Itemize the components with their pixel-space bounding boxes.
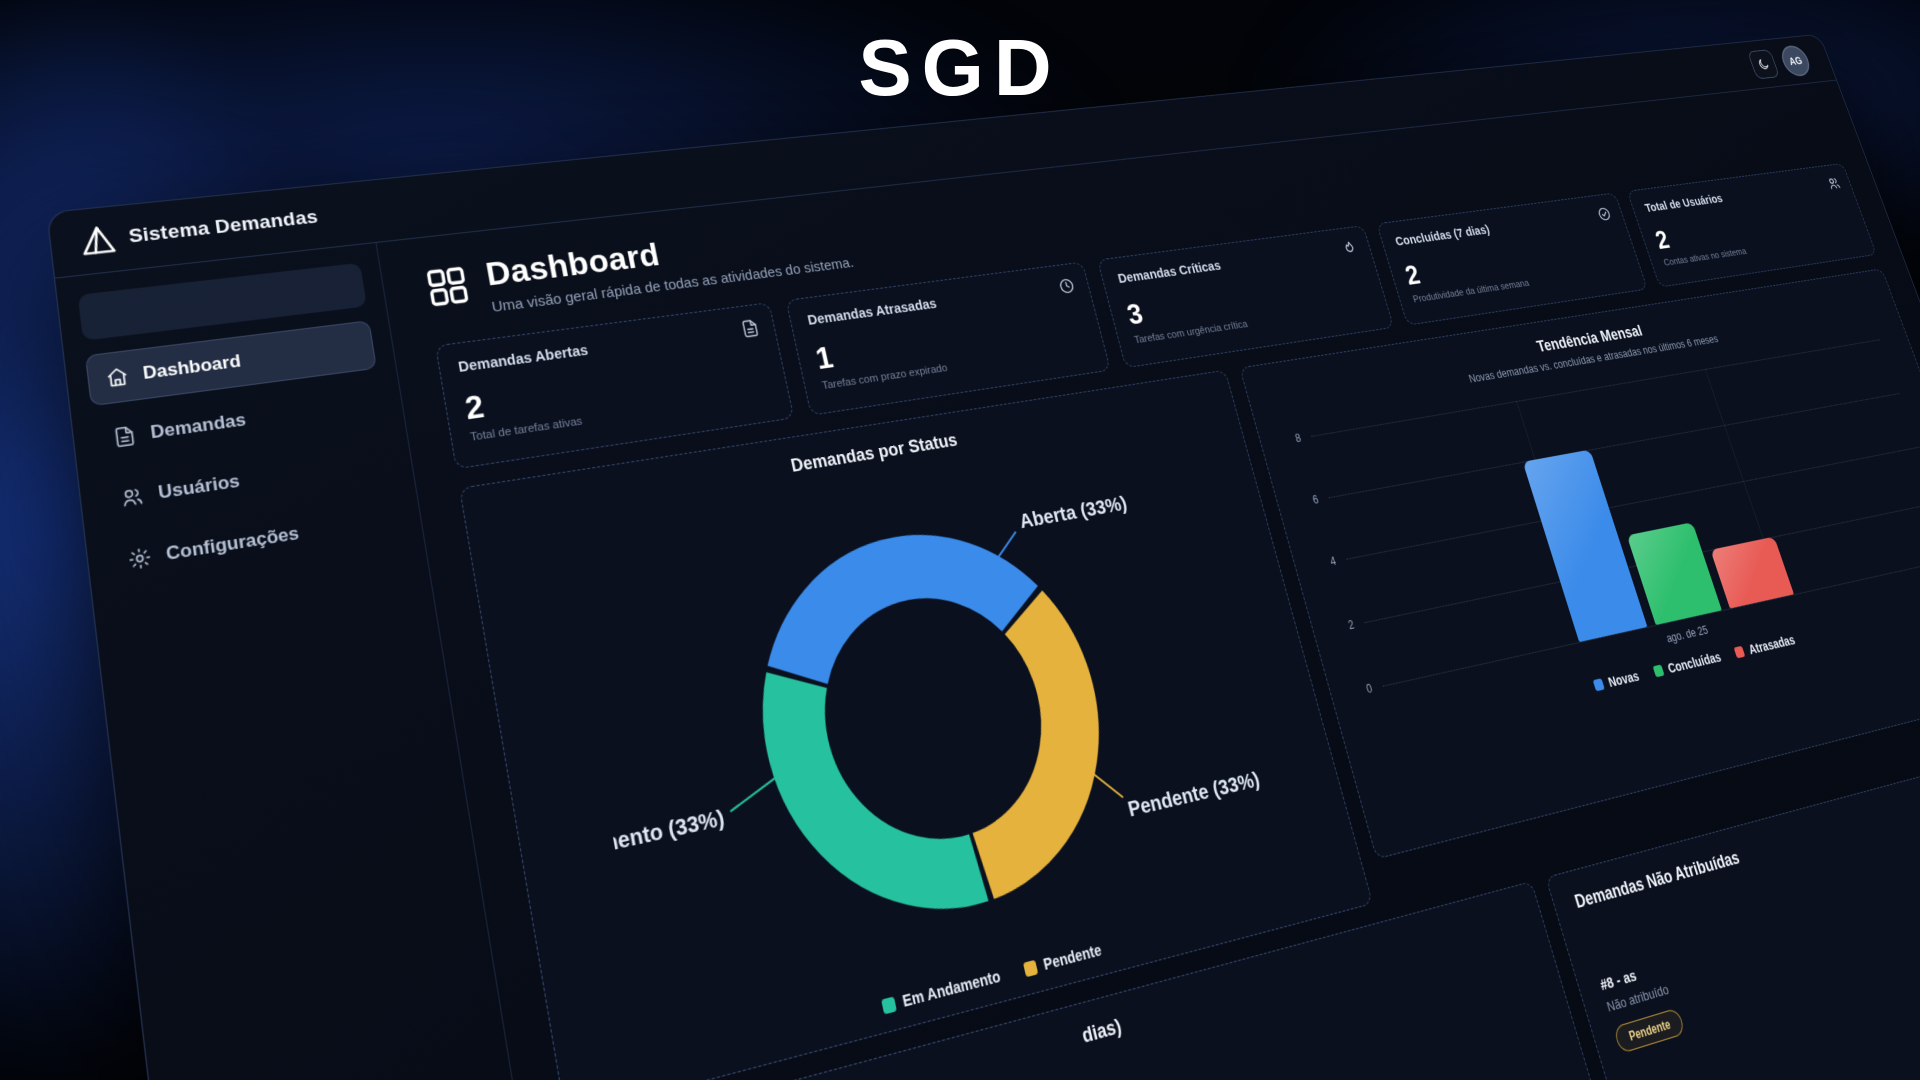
stat-card-total-usuarios: Total de Usuários 2 Contas ativas no sis…: [1626, 162, 1877, 288]
status-badge: Pendente: [1613, 1007, 1687, 1054]
sidebar-item-label: Configurações: [164, 522, 301, 565]
y-axis-tick: 6: [1311, 492, 1320, 507]
y-axis-tick: 4: [1328, 554, 1338, 569]
y-axis-tick: 8: [1293, 431, 1303, 445]
legend-label: Novas: [1606, 668, 1641, 690]
gear-icon: [127, 546, 153, 572]
legend-item-concluidas: Concluídas: [1652, 649, 1723, 679]
donut-slice-em-andamento: [785, 654, 979, 904]
monthly-trend-card: Tendência Mensal Novas demandas vs. conc…: [1239, 268, 1920, 860]
bar-novas: [1522, 449, 1648, 642]
y-axis-tick: 0: [1364, 681, 1374, 697]
callout-label-em-andamento: Em Andamento (33%): [556, 805, 727, 879]
stat-card-concluidas: Concluídas (7 dias) 2 Produtividade da ú…: [1376, 192, 1648, 326]
flame-icon: [1341, 239, 1361, 261]
users-icon: [1826, 175, 1844, 194]
file-text-icon: [740, 318, 762, 343]
file-text-icon: [112, 424, 137, 449]
legend-chip: [1652, 664, 1665, 678]
legend-item-atrasadas: Atrasadas: [1733, 632, 1797, 660]
sidebar-item-label: Demandas: [149, 409, 248, 443]
dashboard-window: Sistema Demandas AG: [46, 33, 1920, 1080]
stat-card-demandas-criticas: Demandas Críticas 3 Tarefas com urgência…: [1097, 225, 1394, 369]
legend-chip: [1733, 645, 1746, 659]
legend-label: Concluídas: [1665, 649, 1723, 676]
main-content: Dashboard Uma visão geral rápida de toda…: [377, 80, 1920, 1080]
tilted-dashboard-stage: Sistema Demandas AG: [46, 33, 1920, 1080]
legend-chip: [1022, 959, 1038, 977]
app-name: Sistema Demandas: [127, 206, 320, 248]
legend-item-novas: Novas: [1592, 668, 1641, 693]
check-circle-icon: [1595, 206, 1614, 227]
sgd-wordmark: SGD: [858, 23, 1062, 112]
callout-label-pendente: Pendente (33%): [1126, 768, 1263, 822]
stat-card-demandas-atrasadas: Demandas Atrasadas 1 Tarefas com prazo e…: [785, 261, 1112, 416]
donut-slice-pendente: [930, 608, 1102, 866]
clock-icon: [1057, 277, 1078, 300]
pyramid-logo-icon: [78, 222, 117, 258]
sidebar-item-label: Dashboard: [141, 350, 242, 384]
bar-group: [1504, 367, 1795, 642]
home-icon: [105, 365, 130, 389]
callout-label-aberta: Aberta (33%): [1017, 492, 1129, 533]
users-icon: [119, 485, 145, 510]
legend-label: Atrasadas: [1746, 632, 1797, 658]
sidebar-item-label: Usuários: [156, 470, 241, 503]
y-axis-tick: 2: [1346, 617, 1356, 632]
legend-chip: [880, 995, 897, 1015]
donut-slice-aberta: [780, 549, 1025, 674]
legend-chip: [1592, 678, 1605, 692]
dashboard-grid-icon: [422, 262, 474, 315]
app-logo: Sistema Demandas: [78, 201, 320, 258]
